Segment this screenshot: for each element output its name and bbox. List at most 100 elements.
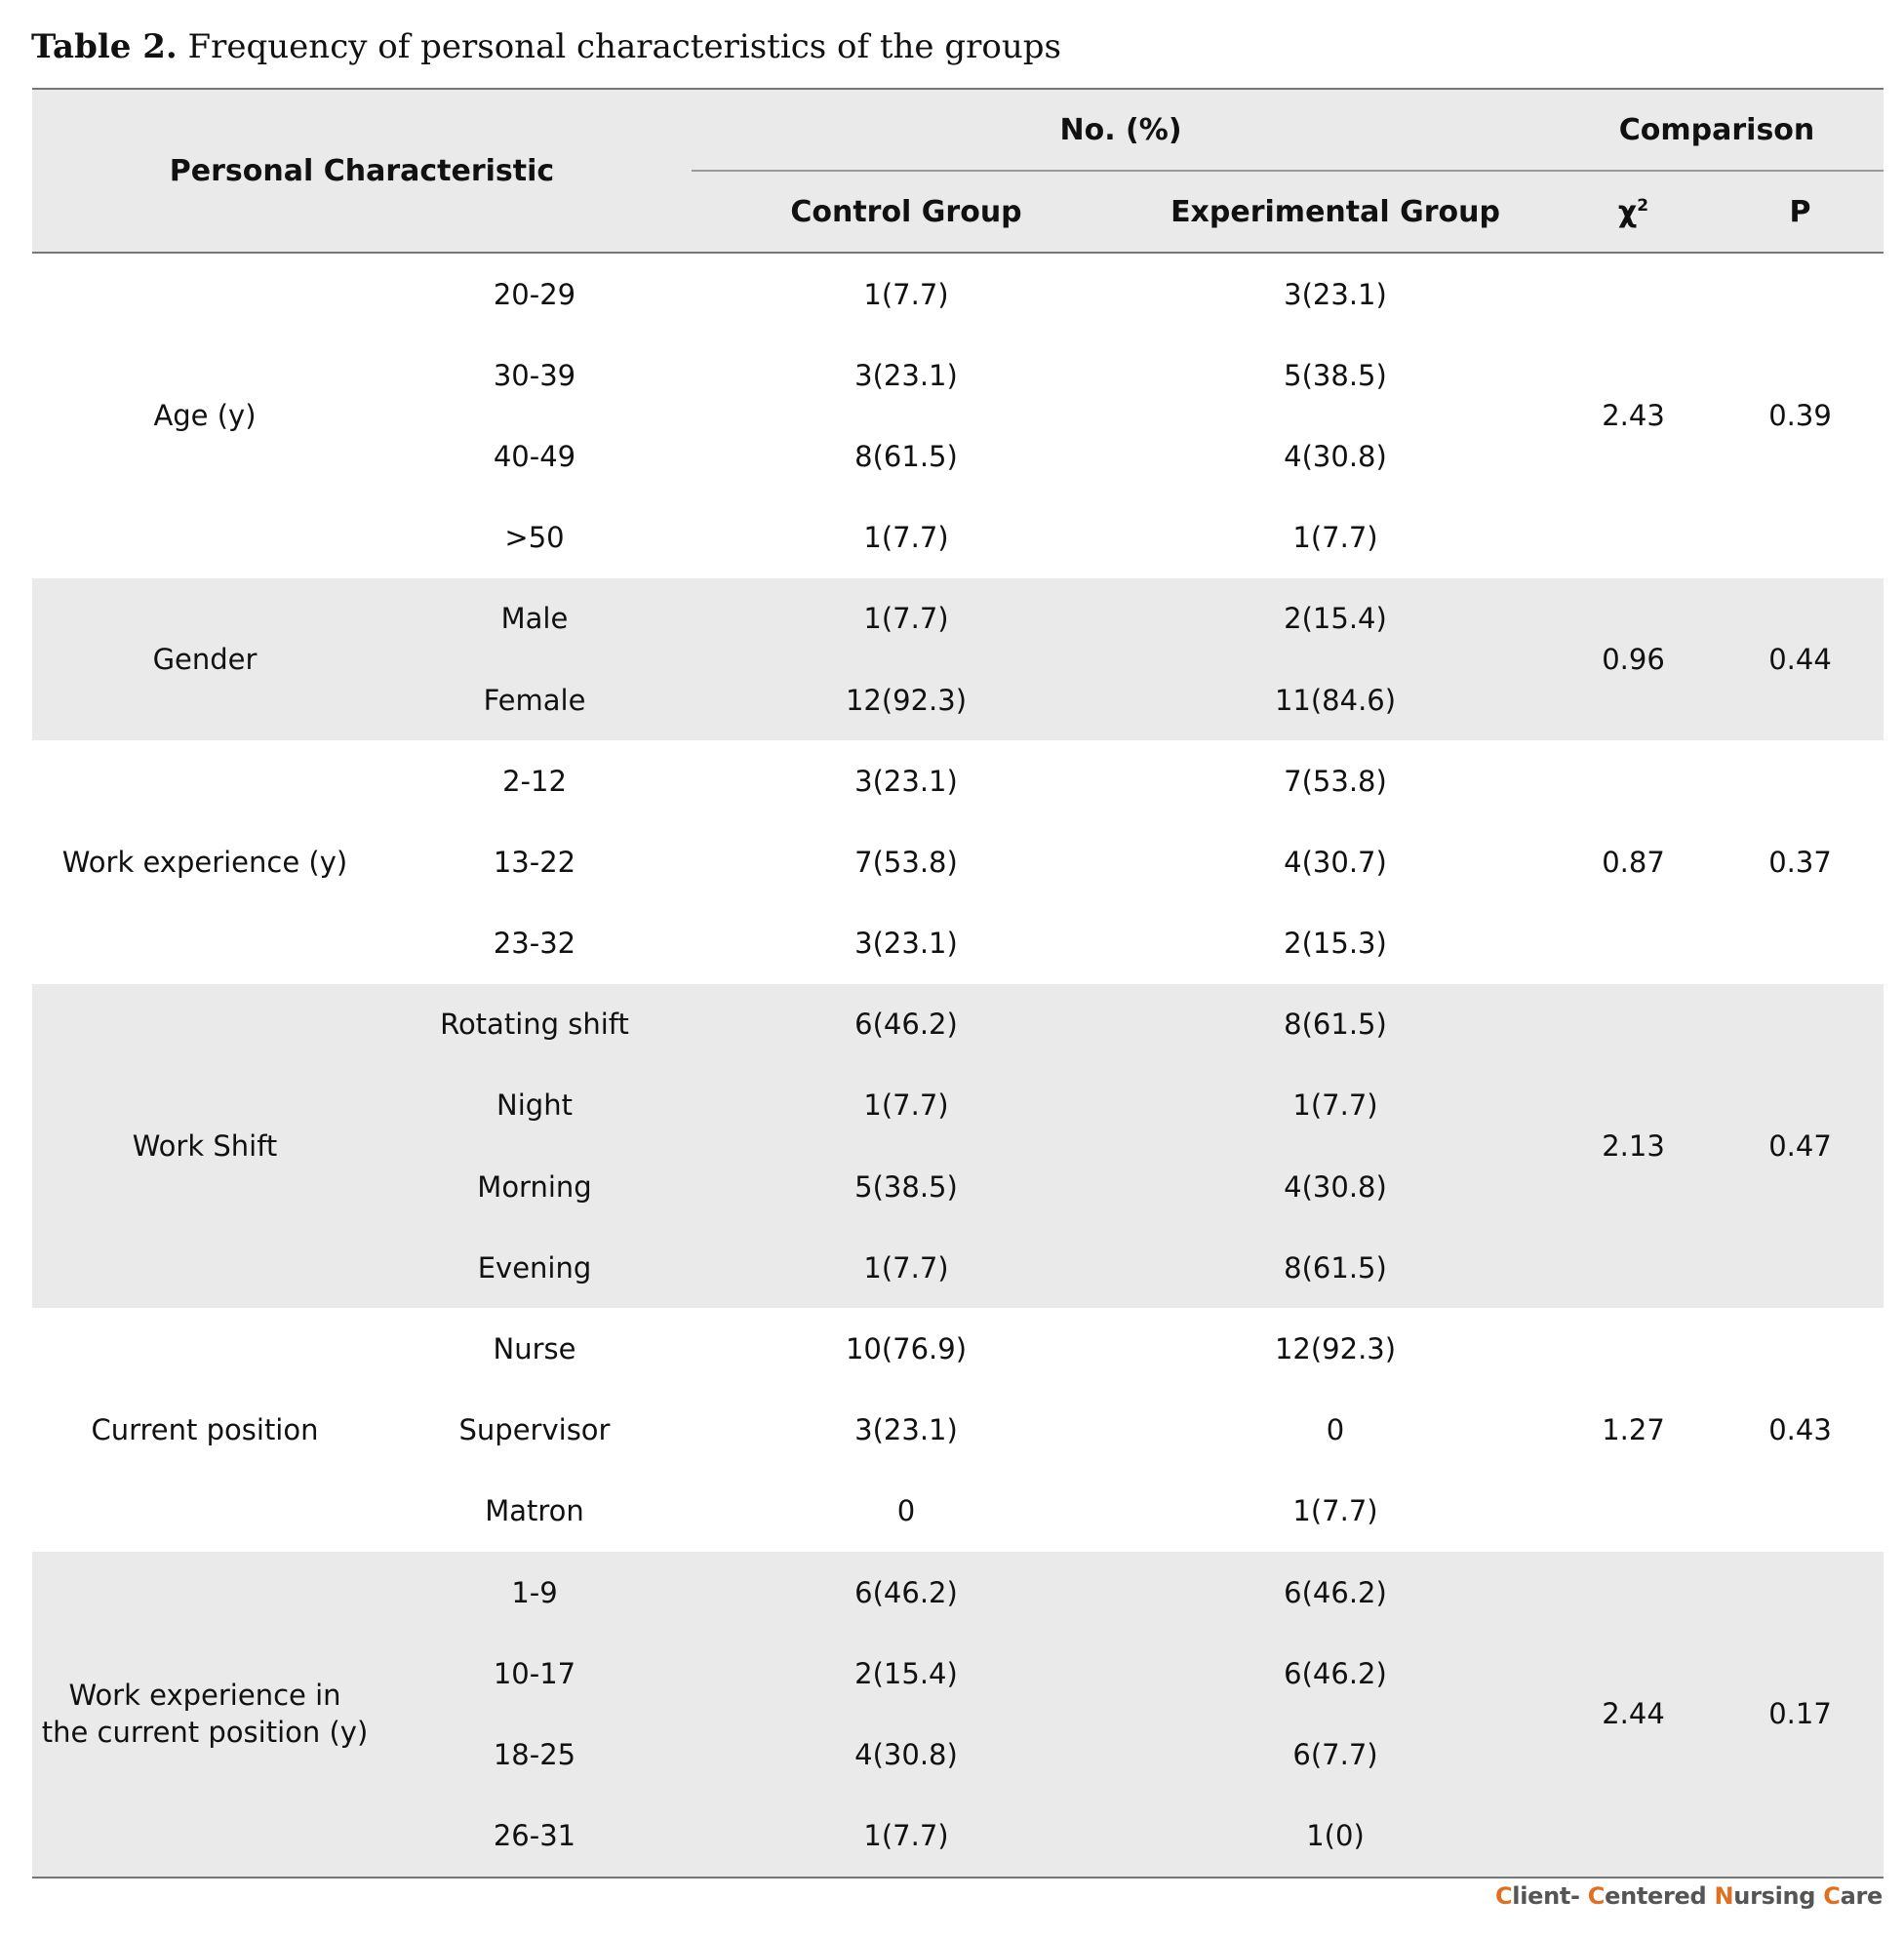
table-row: 40-49 8(61.5) 4(30.8) <box>32 415 1884 496</box>
category-cell: 1-9 <box>377 1552 692 1634</box>
category-cell: Morning <box>377 1146 692 1228</box>
table-row: Work experience (y) 2-12 3(23.1) 7(53.8)… <box>32 740 1884 879</box>
chi2-cell: 2.43 <box>1602 399 1665 433</box>
category-cell: 26-31 <box>377 1795 692 1878</box>
experimental-cell: 8(61.5) <box>1121 983 1551 1065</box>
category-cell: Matron <box>485 1494 584 1528</box>
brand-text: ursing <box>1733 1882 1824 1910</box>
control-cell: 7(53.8) <box>854 845 958 879</box>
category-cell: >50 <box>504 521 565 555</box>
group-work-experience-current-position: Work experience in the current position (… <box>32 1552 1884 1878</box>
experimental-cell: 4(30.7) <box>1284 845 1387 879</box>
experimental-cell: 8(61.5) <box>1121 1227 1551 1309</box>
experimental-cell: 2(15.3) <box>1284 927 1387 961</box>
control-cell: 6(46.2) <box>692 983 1121 1065</box>
header-p-value: P <box>1717 171 1884 253</box>
journal-brand-logo: Client- Centered Nursing Care <box>1495 1882 1883 1910</box>
p-cell: 0.17 <box>1717 1552 1884 1878</box>
table-row: Matron 0 1(7.7) <box>32 1471 1884 1552</box>
brand-text: entered <box>1605 1882 1715 1910</box>
table-caption-label: Table 2. <box>31 27 178 66</box>
brand-letter: C <box>1587 1882 1606 1910</box>
table-row: 26-31 1(7.7) 1(0) <box>32 1795 1884 1878</box>
chi2-cell: 2.13 <box>1550 983 1718 1309</box>
category-cell: Nurse <box>493 1332 576 1366</box>
table-row: Work Shift Rotating shift 6(46.2) 8(61.5… <box>32 983 1884 1309</box>
experimental-cell: 11(84.6) <box>1121 658 1551 741</box>
p-cell: 0.37 <box>1768 845 1832 879</box>
group-label: Current position <box>91 1413 319 1447</box>
control-cell: 12(92.3) <box>692 658 1121 741</box>
table-row: Morning 5(38.5) 4(30.8) <box>32 1146 1884 1228</box>
characteristics-table: Personal Characteristic No. (%) Comparis… <box>32 88 1884 1879</box>
control-cell: 3(23.1) <box>854 764 958 798</box>
experimental-cell: 5(38.5) <box>1284 358 1387 392</box>
control-cell: 10(76.9) <box>845 1332 968 1366</box>
table-row: Current position Nurse 10(76.9) 12(92.3)… <box>32 1308 1884 1446</box>
control-cell: 1(7.7) <box>692 1064 1121 1147</box>
table-row: Female 12(92.3) 11(84.6) <box>32 658 1884 741</box>
experimental-cell: 12(92.3) <box>1274 1332 1397 1366</box>
control-cell: 1(7.7) <box>863 277 949 311</box>
table-row: 18-25 4(30.8) 6(7.7) <box>32 1714 1884 1796</box>
experimental-cell: 6(46.2) <box>1121 1552 1551 1634</box>
p-cell: 0.43 <box>1768 1413 1832 1447</box>
control-cell: 3(23.1) <box>854 1413 958 1447</box>
group-gender: Gender Male 1(7.7) 2(15.4) 0.96 0.44 Fem… <box>32 577 1884 741</box>
group-age: Age (y) 20-29 1(7.7) 3(23.1) 2.43 0.39 3… <box>32 253 1884 578</box>
category-cell: 18-25 <box>377 1714 692 1796</box>
experimental-cell: 6(46.2) <box>1121 1633 1551 1715</box>
chi-symbol: χ <box>1617 194 1638 229</box>
category-cell: 10-17 <box>377 1633 692 1715</box>
category-cell: 40-49 <box>493 439 576 473</box>
category-cell: 20-29 <box>493 277 576 311</box>
table-row: Age (y) 20-29 1(7.7) 3(23.1) 2.43 0.39 <box>32 253 1884 433</box>
table-row: 30-39 3(23.1) 5(38.5) <box>32 335 1884 415</box>
table-row: 23-32 3(23.1) 2(15.3) <box>32 903 1884 984</box>
brand-letter: C <box>1494 1882 1513 1910</box>
header-no-pct: No. (%) <box>692 89 1551 172</box>
p-cell: 0.44 <box>1717 577 1884 741</box>
control-cell: 6(46.2) <box>692 1552 1121 1634</box>
table-row: >50 1(7.7) 1(7.7) <box>32 497 1884 578</box>
group-current-position: Current position Nurse 10(76.9) 12(92.3)… <box>32 1308 1884 1552</box>
brand-text: lient- <box>1512 1882 1588 1910</box>
group-label: Gender <box>32 577 377 741</box>
control-cell: 2(15.4) <box>692 1633 1121 1715</box>
table-header: Personal Characteristic No. (%) Comparis… <box>32 89 1884 253</box>
control-cell: 5(38.5) <box>692 1146 1121 1228</box>
table-row: 13-22 7(53.8) 4(30.7) <box>32 821 1884 902</box>
chi2-cell: 1.27 <box>1602 1413 1665 1447</box>
header-comparison: Comparison <box>1550 89 1884 172</box>
experimental-cell: 3(23.1) <box>1284 277 1387 311</box>
category-cell: Night <box>377 1064 692 1147</box>
experimental-cell: 4(30.8) <box>1284 439 1387 473</box>
table-caption-text: Frequency of personal characteristics of… <box>187 27 1061 66</box>
control-cell: 3(23.1) <box>854 358 958 392</box>
category-cell: 30-39 <box>493 358 576 392</box>
p-cell: 0.39 <box>1768 399 1832 433</box>
experimental-cell: 1(7.7) <box>1121 1064 1551 1147</box>
category-cell: Male <box>377 577 692 659</box>
category-cell: 2-12 <box>502 764 567 798</box>
control-cell: 8(61.5) <box>854 439 958 473</box>
control-cell: 1(7.7) <box>692 577 1121 659</box>
brand-letter: C <box>1823 1882 1841 1910</box>
brand-letter: N <box>1714 1882 1734 1910</box>
experimental-cell: 1(7.7) <box>1292 521 1378 555</box>
category-cell: Evening <box>377 1227 692 1309</box>
experimental-cell: 2(15.4) <box>1121 577 1551 659</box>
group-label: Work experience (y) <box>61 845 348 879</box>
group-label: Work Shift <box>32 983 377 1309</box>
table-row: Evening 1(7.7) 8(61.5) <box>32 1227 1884 1309</box>
group-work-shift: Work Shift Rotating shift 6(46.2) 8(61.5… <box>32 983 1884 1309</box>
header-experimental-group: Experimental Group <box>1121 171 1551 253</box>
control-cell: 4(30.8) <box>692 1714 1121 1796</box>
group-label: Work experience in the current position (… <box>32 1552 377 1878</box>
header-personal-characteristic: Personal Characteristic <box>32 89 692 253</box>
p-cell: 0.47 <box>1717 983 1884 1309</box>
control-cell: 1(7.7) <box>692 1227 1121 1309</box>
control-cell: 0 <box>896 1494 916 1528</box>
category-cell: Rotating shift <box>377 983 692 1065</box>
category-cell: Female <box>377 658 692 741</box>
